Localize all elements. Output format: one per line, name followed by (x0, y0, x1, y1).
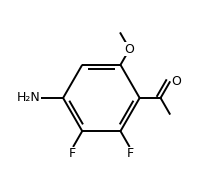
Text: F: F (126, 147, 134, 160)
Text: F: F (69, 147, 76, 160)
Text: O: O (125, 43, 135, 56)
Text: O: O (171, 75, 181, 88)
Text: H₂N: H₂N (17, 91, 40, 105)
